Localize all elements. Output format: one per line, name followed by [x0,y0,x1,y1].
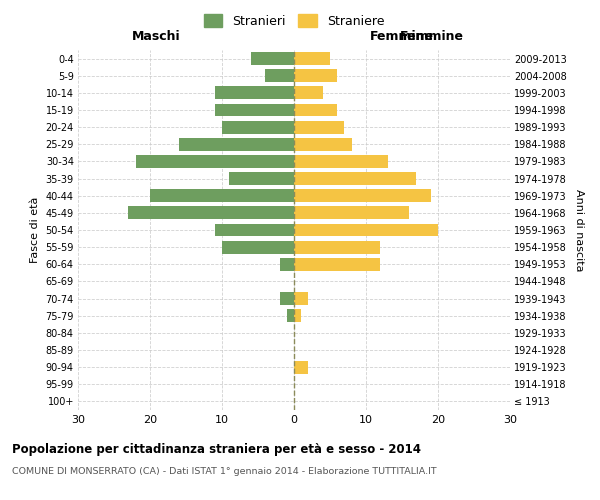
Bar [294,190,431,202]
Y-axis label: Anni di nascita: Anni di nascita [574,188,584,271]
Y-axis label: Fasce di età: Fasce di età [30,197,40,263]
Bar [294,155,388,168]
Bar [294,258,380,270]
Bar [294,70,337,82]
Bar [136,155,294,168]
Bar [294,138,352,150]
Bar [294,172,416,185]
Bar [294,292,308,305]
Bar [265,70,294,82]
Bar [294,206,409,220]
Bar [294,240,380,254]
Bar [179,138,294,150]
Text: Femmine: Femmine [370,30,434,43]
Bar [294,360,308,374]
Bar [251,52,294,65]
Bar [150,190,294,202]
Bar [215,104,294,117]
Bar [215,224,294,236]
Bar [222,240,294,254]
Bar [294,224,438,236]
Text: COMUNE DI MONSERRATO (CA) - Dati ISTAT 1° gennaio 2014 - Elaborazione TUTTITALIA: COMUNE DI MONSERRATO (CA) - Dati ISTAT 1… [12,468,437,476]
Bar [294,310,301,322]
Bar [280,258,294,270]
Bar [294,86,323,100]
Bar [280,292,294,305]
Bar [287,310,294,322]
Text: Popolazione per cittadinanza straniera per età e sesso - 2014: Popolazione per cittadinanza straniera p… [12,442,421,456]
Legend: Stranieri, Straniere: Stranieri, Straniere [199,10,389,33]
Bar [229,172,294,185]
Bar [294,120,344,134]
Bar [128,206,294,220]
Text: Femmine: Femmine [400,30,464,43]
Bar [222,120,294,134]
Bar [294,104,337,117]
Bar [294,52,330,65]
Text: Maschi: Maschi [131,30,180,43]
Bar [215,86,294,100]
